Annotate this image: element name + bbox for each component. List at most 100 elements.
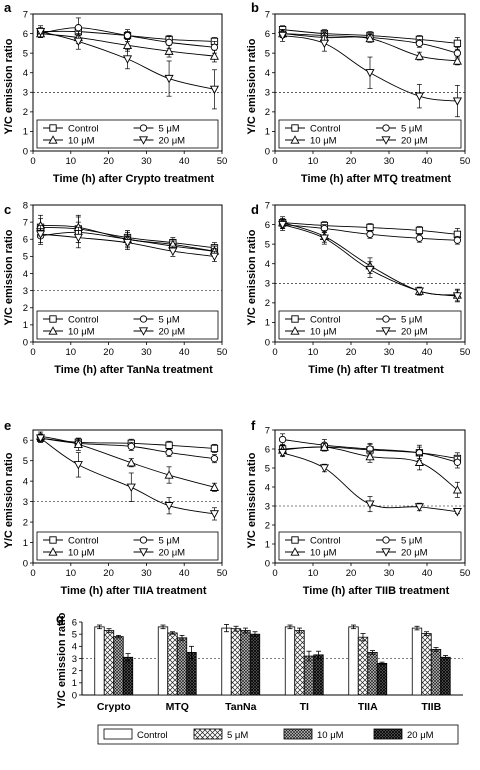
x-tick-label: 40	[179, 568, 190, 579]
data-point	[123, 31, 132, 40]
legend-label: 20 μM	[159, 547, 186, 558]
y-axis-title: Y/C emission ratio	[3, 38, 15, 134]
data-point	[319, 234, 329, 244]
y-tick-label: 4	[265, 68, 270, 79]
legend-box	[36, 310, 219, 340]
data-point	[414, 503, 424, 512]
legend-label: 10 μM	[68, 547, 95, 558]
bar	[376, 662, 388, 696]
data-point	[414, 287, 424, 296]
data-point	[366, 223, 374, 232]
data-point	[122, 239, 133, 248]
legend-label: 20 μM	[401, 547, 428, 558]
bar	[313, 654, 324, 696]
data-point	[209, 510, 219, 519]
data-point	[209, 252, 219, 262]
x-tick-label: 0	[272, 347, 277, 358]
x-tick-label: 20	[346, 347, 357, 358]
legend-marker	[382, 536, 390, 544]
legend-label: 10 μM	[310, 135, 337, 146]
y-tick-label: 6	[23, 235, 28, 246]
legend-label: 20 μM	[401, 135, 428, 146]
legend-label: 5 μM	[401, 314, 422, 325]
legend-label: 5 μM	[227, 730, 248, 741]
data-point	[210, 43, 219, 51]
y-tick-label: 0	[23, 558, 28, 569]
panel-letter-e: e	[4, 418, 11, 433]
panel-b: b 0 1 2 3 4 5 6 7 0 10 20 30 40 50 Time (h) after MTQ t…	[246, 0, 470, 185]
data-point	[453, 458, 462, 466]
category-label: TI	[300, 701, 309, 713]
series-3	[278, 448, 462, 517]
legend-box	[278, 310, 462, 340]
legend-marker	[49, 124, 57, 132]
data-point	[415, 39, 424, 48]
x-tick-label: 20	[346, 568, 357, 579]
legend-marker	[48, 326, 58, 335]
x-tick-label: 20	[103, 156, 114, 167]
legend-label: 10 μM	[317, 730, 344, 741]
y-tick-label: 7	[265, 200, 270, 211]
series-line	[40, 437, 215, 449]
series-3	[36, 433, 219, 521]
legend-label: 5 μM	[401, 123, 422, 134]
legend-label: 5 μM	[159, 314, 180, 325]
category-label: TIIB	[421, 701, 441, 713]
panel-letter-g: g	[56, 611, 64, 626]
data-point	[209, 85, 219, 95]
data-point	[165, 448, 173, 457]
legend-marker	[381, 136, 391, 145]
y-tick-label: 3	[72, 654, 77, 665]
legend-label: 20 μM	[407, 730, 434, 741]
series-line	[40, 437, 215, 515]
x-tick-label: 40	[179, 156, 190, 167]
x-tick-label: 0	[30, 347, 35, 358]
panel-letter-c: c	[4, 202, 11, 217]
y-axis-title: Y/C emission ratio	[56, 612, 68, 708]
legend-label: 20 μM	[159, 326, 186, 337]
y-tick-label: 6	[72, 617, 77, 628]
bar	[94, 626, 105, 696]
legend-label: Control	[68, 314, 99, 325]
panel-e: e 0 1 2 3 4 5 6 0 10 20 30 40 50 Time (h) after TIIA t…	[3, 418, 227, 597]
x-tick-label: 30	[384, 568, 395, 579]
bar	[113, 636, 124, 696]
y-tick-label: 8	[23, 200, 28, 211]
data-point	[365, 265, 375, 275]
data-point	[164, 502, 174, 511]
y-tick-label: 5	[265, 239, 270, 250]
data-point	[164, 470, 174, 479]
data-point	[278, 220, 288, 230]
y-tick-label: 4	[23, 269, 28, 280]
panel-letter-a: a	[4, 0, 12, 15]
y-tick-label: 7	[23, 9, 28, 20]
x-axis-title: Time (h) after TanNa treatment	[54, 364, 213, 376]
x-tick-label: 40	[422, 347, 433, 358]
x-tick-label: 10	[308, 568, 319, 579]
bar	[357, 636, 369, 696]
legend-marker	[381, 327, 391, 336]
data-point	[122, 55, 133, 64]
x-tick-label: 40	[179, 347, 190, 358]
x-tick-label: 30	[384, 347, 395, 358]
x-tick-label: 30	[141, 156, 152, 167]
data-point	[36, 434, 46, 443]
y-tick-label: 5	[23, 252, 28, 263]
bar	[240, 630, 251, 696]
y-axis-title: Y/C emission ratio	[3, 452, 15, 548]
x-tick-label: 20	[103, 347, 114, 358]
data-point	[210, 454, 219, 463]
bar	[103, 630, 115, 696]
data-point	[365, 451, 375, 461]
y-tick-label: 5	[265, 463, 270, 474]
legend-label: Control	[310, 535, 341, 546]
legend: Control 5 μM 10 μM 20 μM	[36, 119, 219, 149]
series-line	[40, 435, 215, 488]
y-tick-label: 4	[265, 259, 270, 270]
legend-marker	[138, 327, 149, 336]
legend-marker	[48, 135, 58, 144]
y-tick-label: 5	[72, 629, 77, 640]
legend: Control 5 μM 10 μM 20 μM	[278, 119, 462, 149]
data-point	[73, 37, 83, 47]
